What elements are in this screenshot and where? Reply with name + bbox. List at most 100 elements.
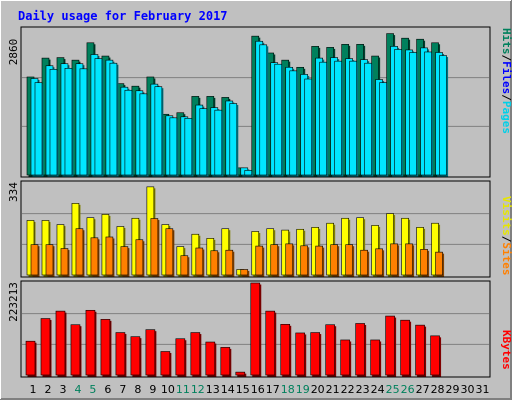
bar-sites-day-15 <box>240 269 250 277</box>
bar-kbytes-day-27-face <box>415 324 425 376</box>
bar-sites-day-6-face <box>105 236 114 276</box>
bar-sites-day-7-face <box>120 246 129 276</box>
bar-kbytes-day-7 <box>115 332 127 377</box>
legend-visits: Visits <box>500 196 512 236</box>
bar-sites-day-20-face <box>315 245 323 276</box>
bar-kbytes-day-9 <box>145 329 157 377</box>
legend-sep-1: / <box>500 55 512 62</box>
bar-sites-day-17 <box>270 244 280 277</box>
x-tick-day-14: 14 <box>221 383 235 396</box>
bar-pages-day-26 <box>409 52 419 177</box>
x-tick-day-6: 6 <box>104 383 111 396</box>
x-tick-day-21: 21 <box>326 383 340 396</box>
x-tick-day-8: 8 <box>134 383 141 396</box>
bar-pages-day-1 <box>34 82 44 177</box>
bar-kbytes-day-14 <box>220 347 232 377</box>
bar-sites-day-18 <box>285 243 295 277</box>
bar-pages-day-19-face <box>304 78 313 176</box>
x-tick-day-3: 3 <box>59 383 66 396</box>
bar-kbytes-day-25-face <box>385 315 395 376</box>
bar-pages-day-20 <box>319 61 329 177</box>
bar-sites-day-2 <box>45 244 55 277</box>
x-tick-day-7: 7 <box>119 383 126 396</box>
bar-sites-day-14-face <box>225 249 234 276</box>
legend-files: Files <box>500 61 512 94</box>
bar-kbytes-day-28-face <box>430 335 440 376</box>
x-tick-day-16: 16 <box>251 383 265 396</box>
bar-pages-day-24-face <box>379 82 387 176</box>
bar-sites-day-24-face <box>375 248 383 276</box>
bar-pages-day-8-face <box>139 93 148 176</box>
bar-pages-day-17 <box>274 63 284 177</box>
bar-sites-day-22 <box>345 244 355 277</box>
legend-sites: Sites <box>500 242 512 275</box>
bar-kbytes-day-18-face <box>280 324 291 376</box>
bar-kbytes-day-9-face <box>145 329 156 376</box>
bar-kbytes-day-6-face <box>100 319 111 376</box>
x-tick-day-4: 4 <box>74 383 81 396</box>
bar-pages-day-22-face <box>349 60 357 176</box>
x-tick-day-24: 24 <box>371 383 385 396</box>
bar-pages-day-27-face <box>424 51 432 176</box>
bar-sites-day-2-face <box>45 244 54 276</box>
bar-sites-day-27 <box>420 249 430 277</box>
bar-kbytes-day-7-face <box>115 332 126 376</box>
x-tick-day-5: 5 <box>89 383 96 396</box>
bar-pages-day-10 <box>169 117 179 177</box>
legend-pages: Pages <box>500 101 512 134</box>
x-axis-day-labels: 1 2 3 4 5 6 7 8 9 10 11 12 13 14 15 16 17 18 19 20 21 22 23 24 2… <box>30 383 490 396</box>
bar-pages-day-19 <box>304 78 314 177</box>
bar-kbytes-day-26 <box>400 319 412 377</box>
bar-pages-day-8 <box>139 93 149 177</box>
bar-pages-day-3-face <box>64 68 73 176</box>
bar-sites-day-6 <box>105 236 115 277</box>
bar-kbytes-day-22 <box>340 339 352 377</box>
bar-kbytes-day-1-face <box>25 340 36 376</box>
bar-kbytes-day-22-face <box>340 339 350 376</box>
bar-kbytes-day-12-face <box>190 332 201 376</box>
bar-kbytes-day-17 <box>265 310 277 377</box>
chart-title: Daily usage for February 2017 <box>18 9 228 23</box>
bar-pages-day-14-face <box>229 103 238 176</box>
x-tick-day-1: 1 <box>30 383 37 396</box>
bar-kbytes-day-14-face <box>220 347 231 376</box>
bar-sites-day-13-face <box>210 250 219 276</box>
bar-sites-day-4 <box>75 228 85 277</box>
bottom-panel-legend: KBytes <box>500 330 512 370</box>
bar-pages-day-28 <box>439 55 449 177</box>
bar-kbytes-day-28 <box>430 335 442 377</box>
bar-sites-day-10-face <box>165 228 174 276</box>
x-tick-day-29: 29 <box>446 383 460 396</box>
bar-kbytes-day-21 <box>325 324 337 377</box>
bar-sites-day-18-face <box>285 243 294 276</box>
bar-pages-day-9-face <box>154 86 163 176</box>
bar-pages-day-11-face <box>184 118 193 176</box>
bar-pages-day-22 <box>349 60 359 177</box>
bar-sites-day-26-face <box>405 243 413 276</box>
bar-kbytes-day-5 <box>85 309 97 377</box>
bar-sites-day-20 <box>315 245 325 277</box>
bar-kbytes-day-16 <box>250 282 262 377</box>
bar-pages-day-2-face <box>49 69 58 176</box>
bar-kbytes-day-2-face <box>40 318 51 376</box>
x-tick-day-31: 31 <box>476 383 490 396</box>
bar-sites-day-23 <box>360 249 370 277</box>
bar-kbytes-day-24-face <box>370 339 380 376</box>
bar-visits-day-28-face <box>431 222 439 276</box>
bar-pages-day-27 <box>424 51 434 177</box>
bar-sites-day-9 <box>150 218 160 277</box>
bar-pages-day-10-face <box>169 117 178 176</box>
bar-kbytes-day-3-face <box>55 310 66 376</box>
x-tick-day-26: 26 <box>401 383 415 396</box>
bar-visits-day-23-face <box>356 217 364 276</box>
bar-pages-day-7-face <box>124 89 133 176</box>
bar-pages-day-6 <box>109 62 119 177</box>
bar-sites-day-4-face <box>75 228 84 276</box>
bar-sites-day-23-face <box>360 249 368 276</box>
bar-kbytes-day-11-face <box>175 338 186 376</box>
x-tick-day-11: 11 <box>176 383 190 396</box>
bar-kbytes-day-8 <box>130 336 142 377</box>
bar-pages-day-1-face <box>34 82 43 176</box>
bar-kbytes-day-27 <box>415 324 427 377</box>
bar-kbytes-day-13 <box>205 341 217 377</box>
